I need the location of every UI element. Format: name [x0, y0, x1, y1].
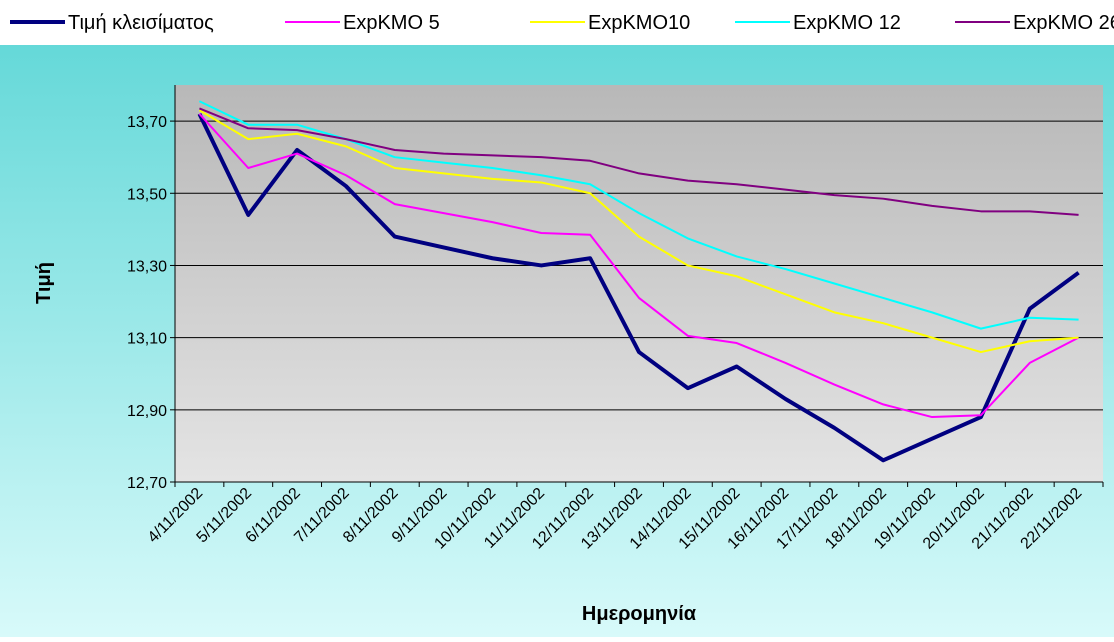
y-tick-label: 13,30	[127, 258, 167, 275]
y-tick-label: 13,70	[127, 114, 167, 131]
legend-label: ExpKMO 12	[793, 12, 901, 34]
series-line	[199, 107, 1079, 216]
x-axis-title: Ημερομηνία	[582, 603, 697, 625]
legend-label: ExpKMO 26	[1013, 12, 1114, 34]
y-tick-label: 13,10	[127, 331, 167, 348]
series-line	[198, 113, 1080, 419]
y-tick-label: 12,70	[127, 475, 167, 492]
y-tick-label: 12,90	[127, 403, 167, 420]
y-axis-title: Τιμή	[33, 262, 55, 304]
legend-label: ExpKMO 5	[343, 12, 440, 34]
series-line	[198, 109, 1079, 354]
series-line	[197, 113, 1080, 463]
legend-label: ExpKMO10	[588, 12, 690, 34]
y-tick-label: 13,50	[127, 186, 167, 203]
legend-label: Τιμή κλεισίματος	[68, 12, 214, 34]
